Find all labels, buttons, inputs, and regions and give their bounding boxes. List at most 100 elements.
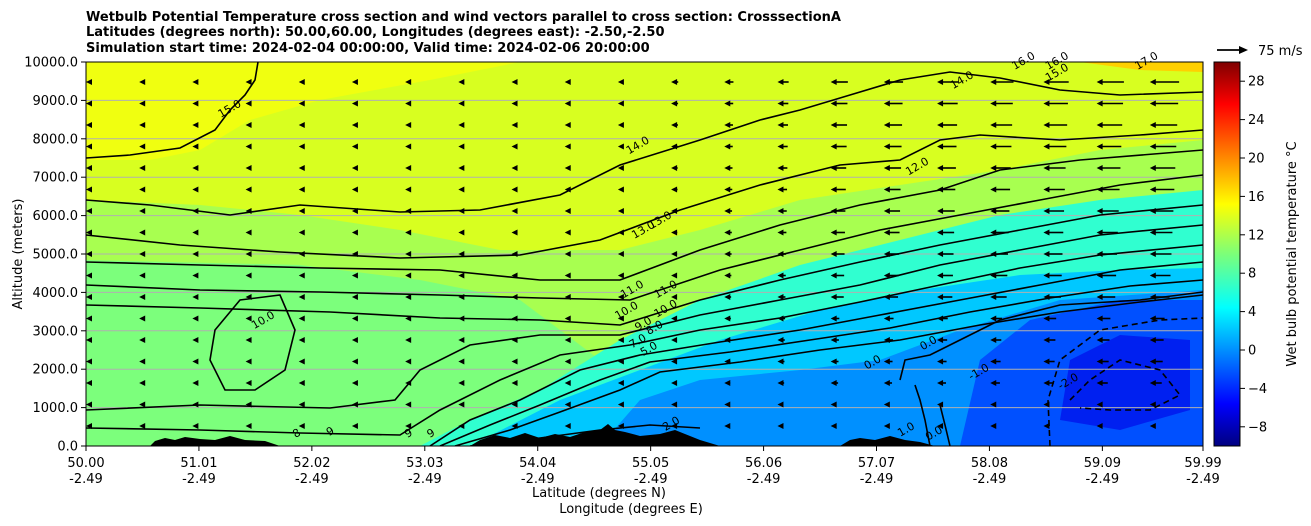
wind-arrow [724,358,731,365]
wind-arrow [192,79,199,85]
wind-arrow [511,122,518,128]
wind-arrow [671,186,678,193]
x-axis-label-2: Longitude (degrees E) [559,502,703,517]
x-axis-label: Latitude (degrees N) [532,486,666,501]
wind-arrow [405,337,412,343]
wind-arrow [777,208,787,214]
wind-arrow [830,401,837,408]
wind-arrow [139,100,146,107]
wind-arrow [617,79,624,85]
wind-arrow [458,100,465,107]
wind-arrow [458,294,465,300]
y-gridlines [86,99,1203,409]
wind-arrow [139,315,146,322]
wind-arrow [617,358,624,365]
wind-arrow [1043,380,1054,386]
wind-arrow [617,272,624,279]
wind-arrow [777,380,785,386]
field-top-left-yellow [86,62,520,160]
wind-arrow [245,358,252,365]
wind-arrow [671,79,679,85]
contour-7 [429,261,1203,446]
x-tick-label-lat: 57.07 [858,456,895,471]
wind-arrow [724,315,731,322]
wind-arrow [511,423,518,429]
wind-arrow [458,208,465,214]
wind-arrow [830,380,839,386]
wind-arrow [1149,380,1162,386]
wind-arrow [458,79,465,85]
wind-arrow [298,272,305,279]
wind-arrow [298,294,305,300]
wind-arrow [139,380,146,386]
wind-arrow [937,315,948,322]
wind-arrow [777,315,786,322]
wind-arrow [1149,122,1178,128]
wind-arrow [990,251,1009,257]
wind-arrow [883,358,893,365]
title-line-3: Simulation start time: 2024-02-04 00:00:… [86,41,650,56]
x-tick-label-lat: 53.03 [406,456,443,471]
wind-arrow [192,358,199,365]
wind-arrow [937,122,958,128]
wind-arrow [405,208,412,214]
wind-arrow [937,251,954,257]
x-tick-label-lat: 58.08 [971,456,1008,471]
wind-arrow [617,143,624,150]
wind-arrow [351,186,358,193]
wind-arrow [1043,251,1063,257]
colorbar-tick-label: 8 [1248,267,1256,282]
wind-arrow [724,251,732,257]
field-upper-yellow [86,62,1203,250]
wind-arrow [883,294,899,300]
wind-arrow [1096,229,1118,236]
wind-arrow [990,208,1010,214]
wind-arrow [937,79,959,85]
wind-arrow [139,165,146,171]
x-tick-label-lon: -2.49 [1086,472,1120,487]
wind-arrow [86,337,92,343]
wind-arrow [245,294,252,300]
y-tick-label: 1000.0 [33,401,79,416]
wind-arrow [192,401,199,408]
wind-arrow [405,358,412,365]
wind-arrow [139,208,146,214]
y-tick-label: 5000.0 [33,248,79,263]
wind-arrow [1043,165,1066,171]
wind-arrow [990,122,1013,128]
wind-arrow [86,165,92,171]
x-tick-label-lon: -2.49 [747,472,781,487]
wind-arrow [298,380,305,386]
wind-arrow [351,358,358,365]
wind-arrow [937,100,958,107]
wind-arrow [1096,251,1117,257]
wind-arrow [937,165,956,171]
wind-arrow [298,229,305,236]
wind-arrow [245,380,252,386]
wind-arrow [1043,315,1057,322]
wind-arrow [617,294,624,300]
x-tick-label-lon: -2.49 [295,472,329,487]
wind-arrow [990,272,1008,279]
wind-arrow [139,143,146,150]
wind-arrow [617,186,624,193]
wind-arrow [1149,165,1176,171]
chart-title: Wetbulb Potential Temperature cross sect… [86,10,841,56]
wind-arrow [1043,122,1068,128]
wind-arrow [405,294,412,300]
wind-arrow [564,208,571,214]
wind-arrow [351,122,358,128]
wind-arrow [139,401,146,408]
y-axis-label: Altitude (meters) [11,199,26,310]
wind-arrow [298,143,305,150]
wind-arrow [405,315,412,322]
wind-arrow [883,165,902,171]
wind-arrow [458,251,465,257]
wind-arrow [724,100,734,107]
wind-arrow [883,251,900,257]
wind-arrow [405,165,412,171]
wind-arrow [351,208,358,214]
contour-8 [86,244,1203,436]
wind-arrow [139,272,146,279]
y-tick-label: 7000.0 [33,171,79,186]
